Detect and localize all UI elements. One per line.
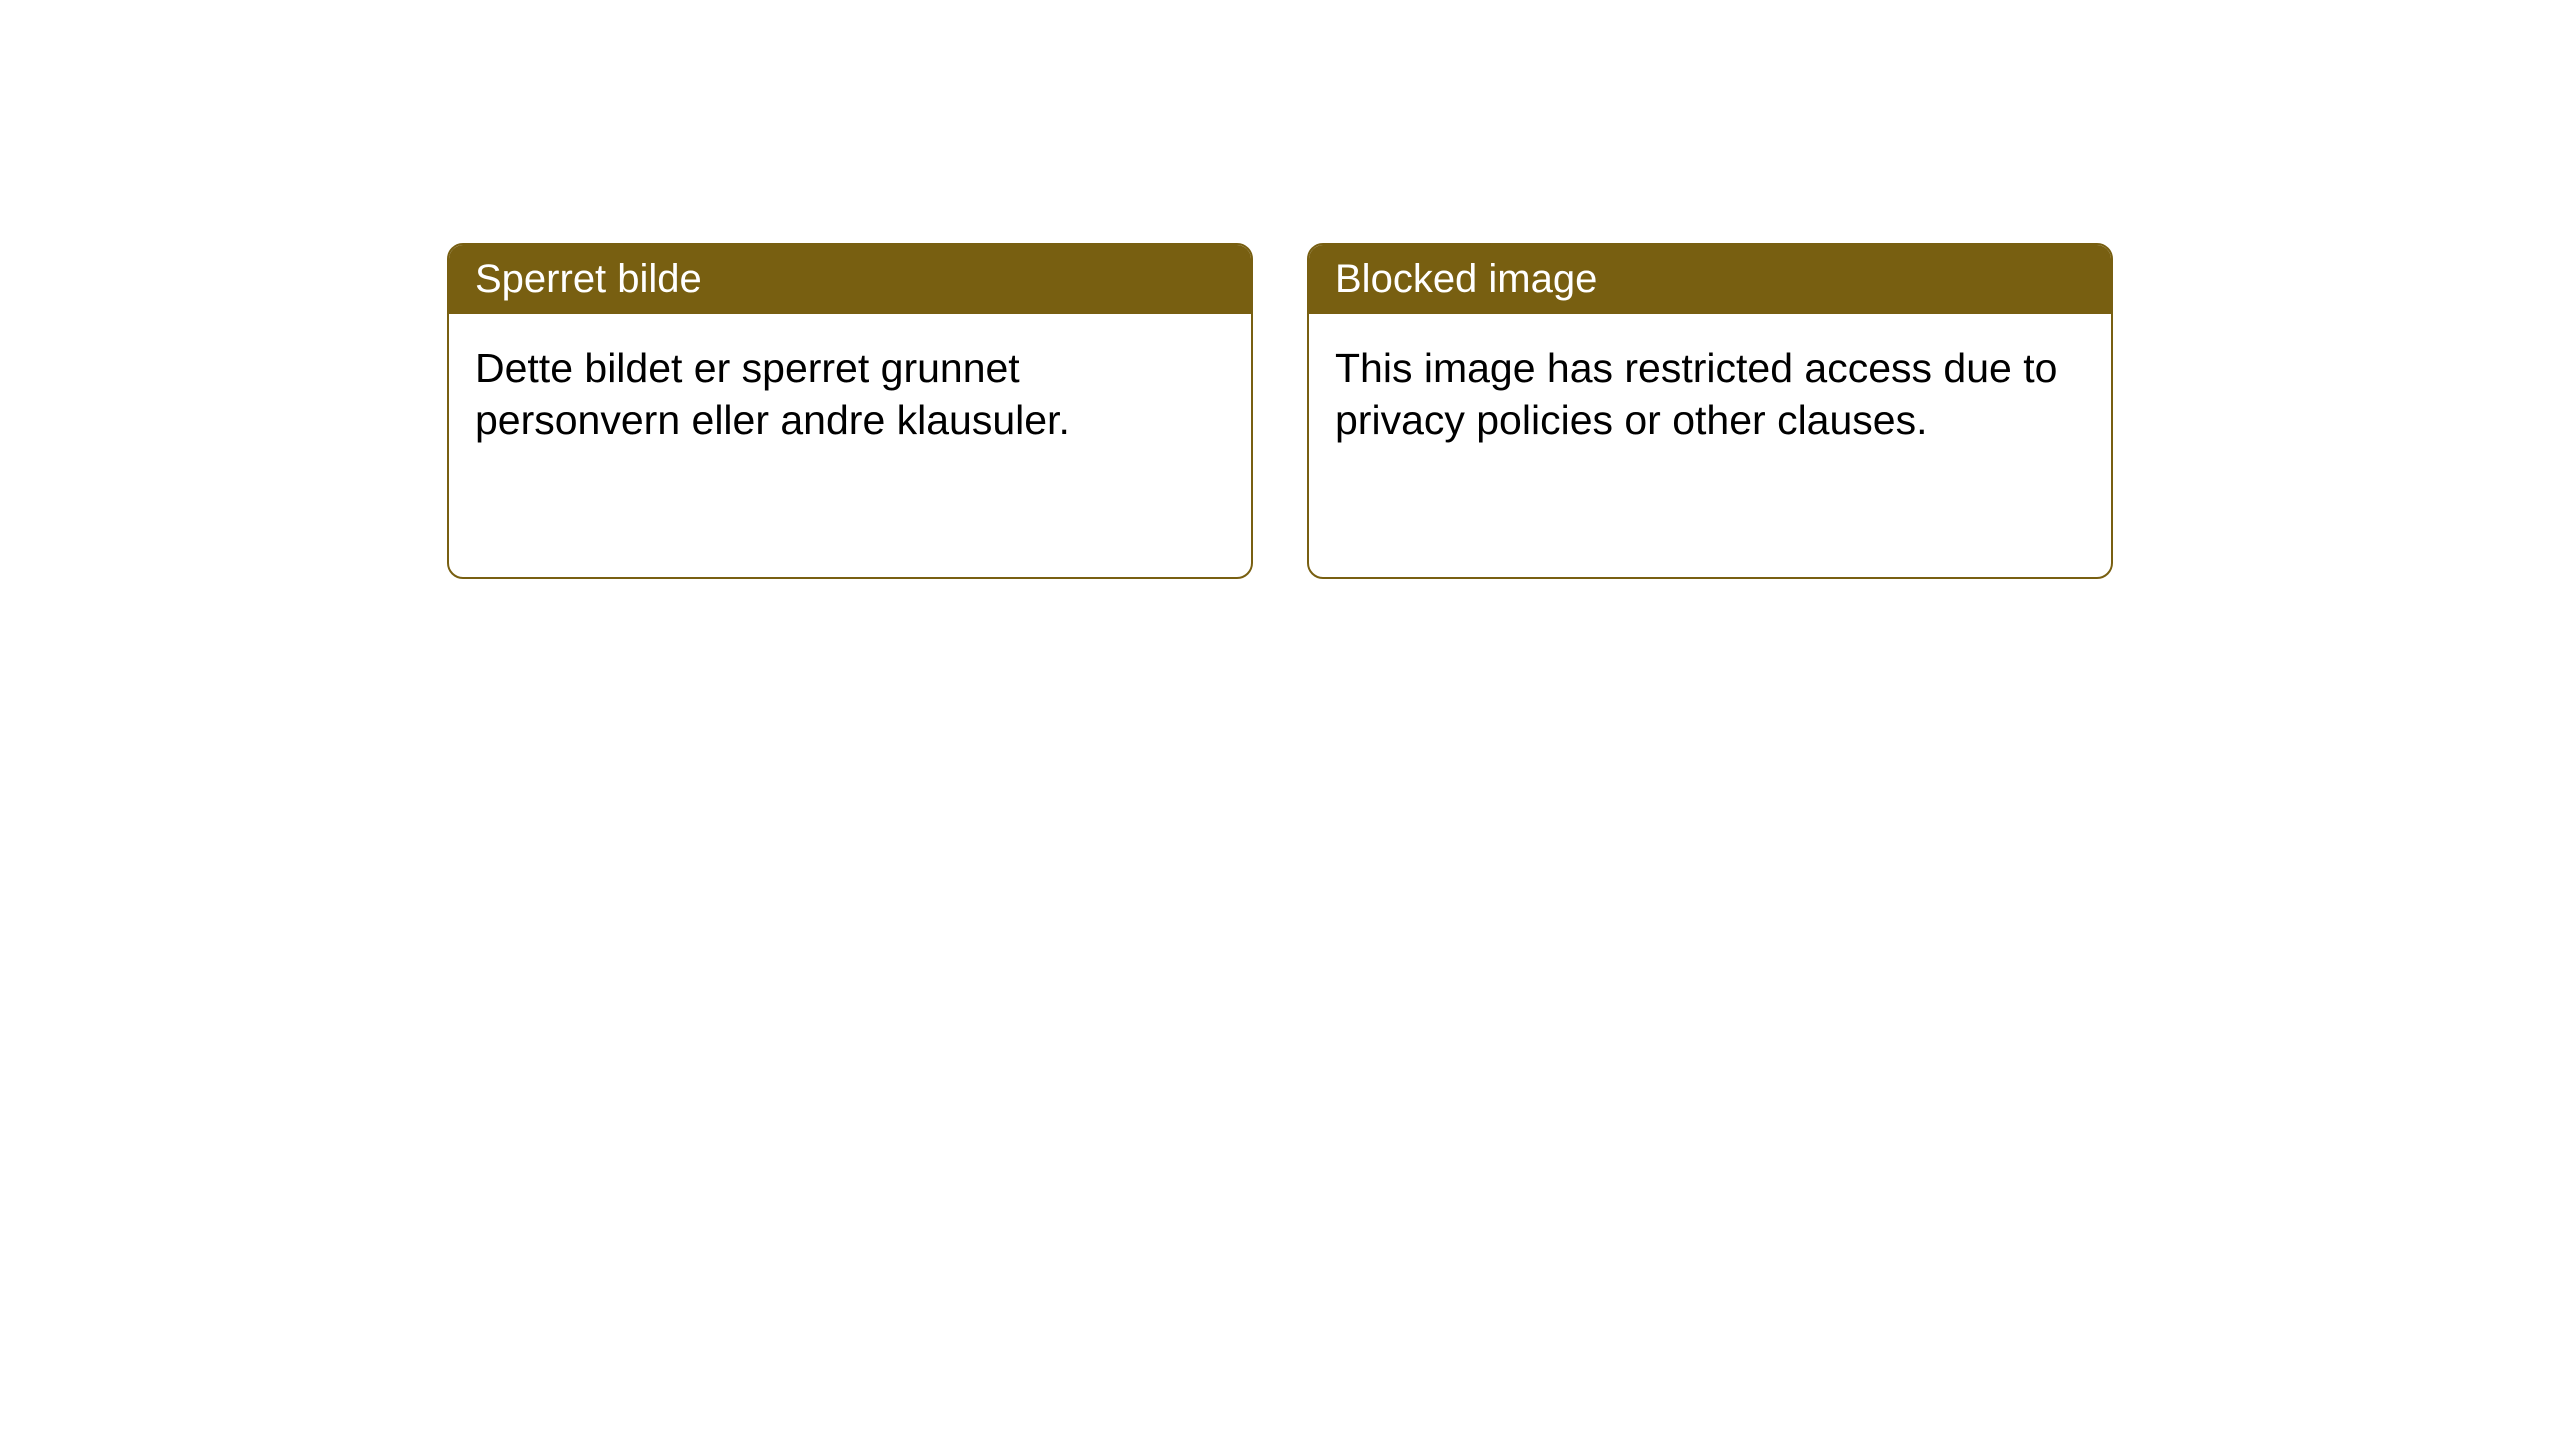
card-header-en: Blocked image [1309, 245, 2111, 314]
card-title-no: Sperret bilde [475, 257, 702, 301]
cards-container: Sperret bilde Dette bildet er sperret gr… [0, 0, 2560, 579]
card-body-en: This image has restricted access due to … [1309, 314, 2111, 475]
card-text-en: This image has restricted access due to … [1335, 345, 2057, 443]
blocked-image-card-en: Blocked image This image has restricted … [1307, 243, 2113, 579]
card-body-no: Dette bildet er sperret grunnet personve… [449, 314, 1251, 475]
card-header-no: Sperret bilde [449, 245, 1251, 314]
blocked-image-card-no: Sperret bilde Dette bildet er sperret gr… [447, 243, 1253, 579]
card-title-en: Blocked image [1335, 257, 1597, 301]
card-text-no: Dette bildet er sperret grunnet personve… [475, 345, 1070, 443]
